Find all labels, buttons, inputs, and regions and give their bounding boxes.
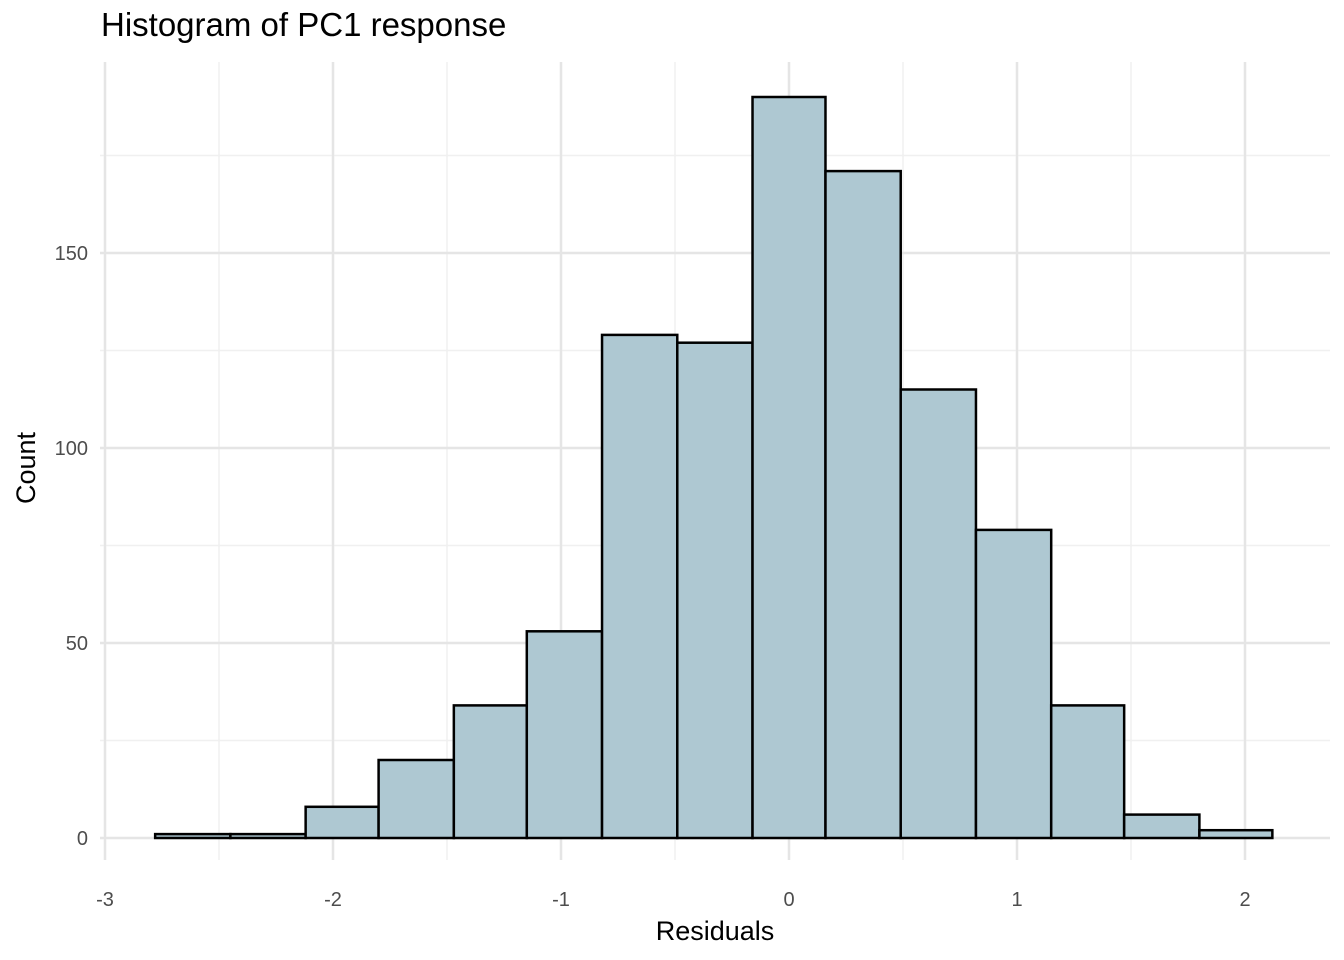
histogram-bar	[600, 333, 679, 840]
histogram-bars	[153, 95, 1274, 840]
histogram-bar	[452, 704, 529, 840]
x-tick-label: -3	[96, 889, 114, 911]
x-tick-label: 1	[1011, 889, 1022, 911]
y-tick-label: 150	[55, 243, 88, 265]
histogram-bar	[229, 832, 307, 840]
histogram-bar	[899, 388, 978, 840]
chart-title: Histogram of PC1 response	[101, 6, 507, 43]
x-axis-tick-labels: -3 -2 -1 0 1 2	[96, 889, 1250, 911]
histogram-bar	[153, 832, 232, 840]
histogram-bar	[304, 805, 380, 840]
histogram-bar	[751, 95, 827, 840]
x-tick-label: 0	[783, 889, 794, 911]
histogram-bar	[974, 528, 1053, 840]
x-tick-label: 2	[1239, 889, 1250, 911]
histogram-bar	[1198, 828, 1274, 840]
histogram-bar	[1122, 813, 1201, 840]
histogram-bar	[377, 758, 456, 840]
histogram-bar	[676, 341, 754, 840]
histogram-bar	[824, 169, 902, 840]
x-tick-label: -1	[552, 889, 570, 911]
histogram-bar	[1049, 704, 1126, 840]
y-tick-label: 100	[55, 438, 88, 460]
y-axis-tick-labels: 0 50 100 150	[55, 243, 88, 850]
y-axis-title: Count	[11, 431, 41, 504]
y-tick-label: 50	[66, 633, 88, 655]
histogram-bar	[525, 630, 604, 840]
x-axis-title: Residuals	[656, 916, 775, 946]
x-tick-label: -2	[324, 889, 342, 911]
y-tick-label: 0	[77, 828, 88, 850]
